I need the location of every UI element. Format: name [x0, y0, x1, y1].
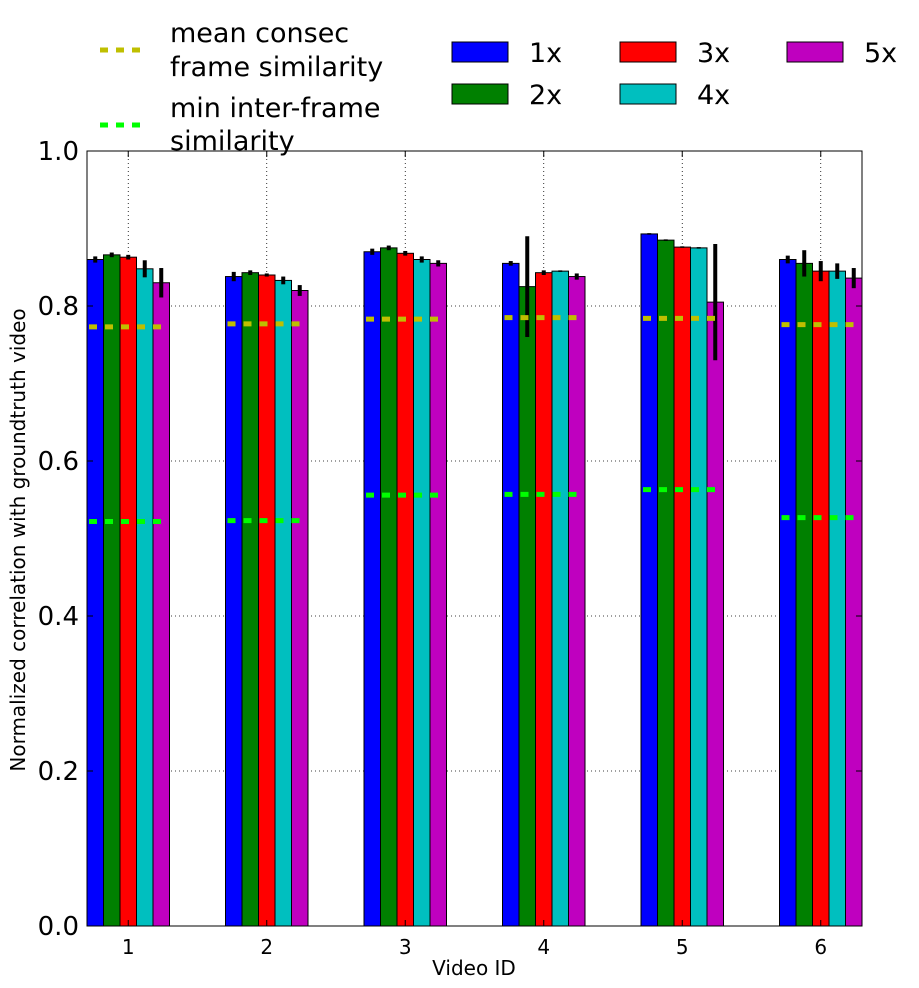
y-tick-label: 1.0: [38, 137, 79, 167]
bar: [103, 254, 121, 927]
y-tick-label: 0.8: [38, 292, 79, 322]
reference-lines: [89, 315, 860, 524]
y-axis-label: Normalized correlation with groundtruth …: [6, 308, 30, 771]
bars: [86, 233, 863, 927]
bar: [535, 272, 553, 927]
bar: [241, 272, 259, 927]
x-tick-label: 5: [676, 935, 689, 959]
bar: [119, 256, 137, 927]
legend-label: 1x: [529, 38, 562, 69]
legend-label: 5x: [864, 38, 897, 69]
legend-bar-swatch: [619, 83, 677, 105]
y-tick-label: 0.4: [38, 602, 79, 632]
legend-label: 4x: [697, 80, 730, 111]
legend-label: 3x: [697, 38, 730, 69]
legend-label: similarity: [170, 126, 295, 157]
bar: [502, 262, 520, 927]
legend-label: 2x: [529, 80, 562, 111]
x-tick-label: 6: [814, 935, 827, 959]
x-tick-label: 4: [537, 935, 550, 959]
x-tick-label: 2: [260, 935, 273, 959]
bar: [779, 259, 797, 927]
legend-label: min inter-frame: [170, 93, 381, 124]
bar: [380, 247, 398, 927]
bar: [845, 277, 863, 927]
x-axis-label: Video ID: [432, 956, 516, 980]
legend-bar-swatch: [786, 41, 844, 63]
bar: [429, 262, 447, 927]
legend-bar-swatch: [451, 83, 509, 105]
bar: [274, 279, 292, 927]
bar: [363, 251, 381, 927]
legend-label: mean consec: [170, 18, 349, 49]
plot-frame: [86, 150, 863, 927]
bar: [828, 270, 846, 927]
bar: [518, 286, 536, 927]
bar: [258, 274, 276, 927]
bar: [136, 268, 154, 927]
bar: [690, 247, 708, 927]
bar: [86, 259, 104, 927]
bar: [225, 276, 243, 927]
y-tick-label: 0.6: [38, 447, 79, 477]
bar: [568, 276, 586, 927]
bar: [706, 301, 724, 927]
legend-label: frame similarity: [170, 52, 383, 83]
bar: [673, 246, 691, 927]
bar: [551, 270, 569, 927]
legend-bar-swatch: [619, 41, 677, 63]
x-tick-label: 3: [399, 935, 412, 959]
x-tick-label: 1: [122, 935, 135, 959]
bar: [640, 233, 658, 927]
bar: [413, 259, 431, 927]
axis-ticks: 0.0 0.2 0.4 0.6 0.8 1.0 1 2 3 4 5 6: [38, 137, 862, 959]
bar: [812, 270, 830, 927]
bar: [795, 262, 813, 927]
bar: [291, 290, 309, 927]
bar: [152, 282, 170, 927]
y-tick-label: 0.0: [38, 912, 79, 942]
error-bars: [93, 233, 856, 361]
legend-bar-swatch: [451, 41, 509, 63]
bar: [396, 252, 414, 927]
bar: [657, 239, 675, 927]
y-tick-label: 0.2: [38, 757, 79, 787]
